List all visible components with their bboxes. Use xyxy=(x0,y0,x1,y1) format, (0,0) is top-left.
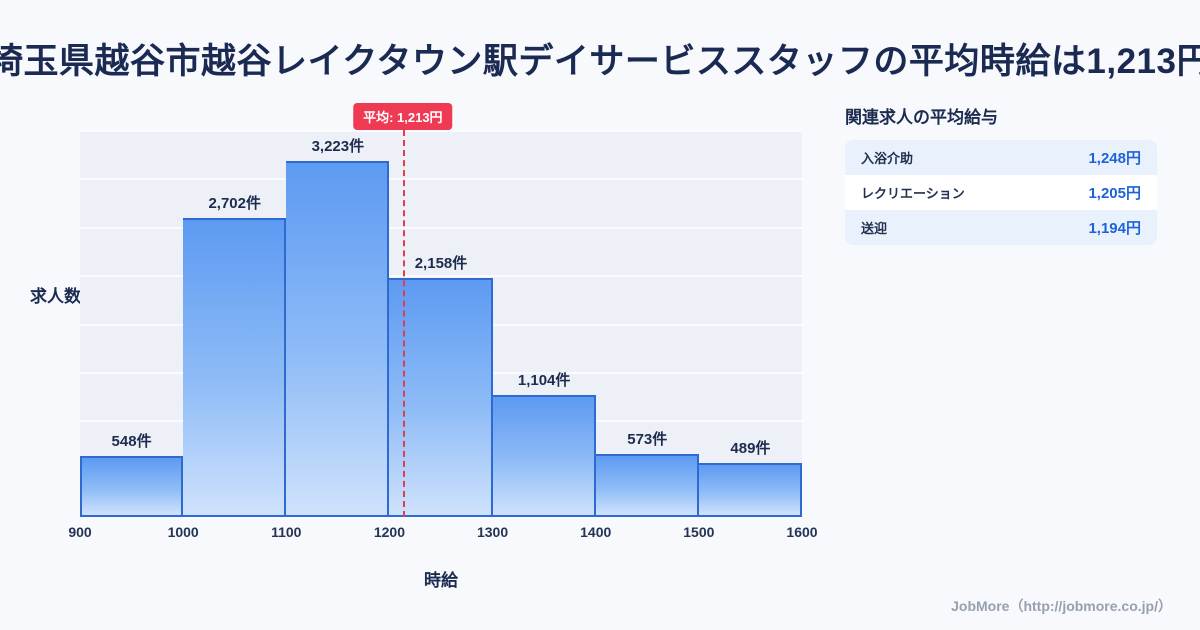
gridline xyxy=(80,178,802,181)
bar-slot: 548件 xyxy=(80,130,184,517)
x-tick-label: 900 xyxy=(68,524,92,540)
bar-value-label: 548件 xyxy=(111,433,152,451)
bars: 548件 2,702件 3,223件 2,158件 1,104件 573件 489件 xyxy=(80,130,802,517)
page-title: 埼玉県越谷市越谷レイクタウン駅デイサービススタッフの平均時給は1,213円 xyxy=(0,42,1200,81)
bar-slot: 1,104件 xyxy=(492,130,596,517)
bar-slot: 573件 xyxy=(595,130,699,517)
bar-value-label: 573件 xyxy=(627,430,668,448)
y-axis-label: 求人数 xyxy=(30,287,81,306)
related-row: レクリエーション 1,205円 xyxy=(845,175,1157,210)
bar xyxy=(389,278,493,517)
bar xyxy=(595,453,699,517)
average-line xyxy=(402,130,405,517)
average-badge: 平均: 1,213円 xyxy=(353,103,453,130)
bar xyxy=(698,462,802,517)
bar-value-label: 489件 xyxy=(730,439,771,457)
related-row-label: レクリエーション xyxy=(861,186,965,201)
x-tick-label: 1300 xyxy=(476,524,509,540)
related-row: 入浴介助 1,248円 xyxy=(845,140,1157,175)
bar-value-label: 1,104件 xyxy=(517,371,571,389)
related-row: 送迎 1,194円 xyxy=(845,210,1157,245)
bar-value-label: 2,158件 xyxy=(414,255,468,273)
related-row-value: 1,248円 xyxy=(1088,150,1141,167)
plot-area: 548件 2,702件 3,223件 2,158件 1,104件 573件 489件 平均:… xyxy=(80,103,802,519)
x-tick-label: 1500 xyxy=(683,524,715,540)
x-axis-ticks: 900 1000 1100 1200 1300 1400 1500 1600 xyxy=(68,524,817,544)
gridline xyxy=(80,130,802,132)
x-tick-label: 1000 xyxy=(167,524,199,540)
related-panel-heading: 関連求人の平均給与 xyxy=(845,108,998,127)
bar-slot: 2,702件 xyxy=(183,130,287,517)
bar xyxy=(183,218,287,517)
x-tick-label: 1200 xyxy=(373,524,405,540)
gridline xyxy=(80,275,802,278)
related-row-value: 1,194円 xyxy=(1088,220,1141,237)
related-row-label: 入浴介助 xyxy=(861,151,914,166)
x-tick-label: 1400 xyxy=(580,524,612,540)
related-card: 入浴介助 1,248円レクリエーション 1,205円送迎 1,194円 xyxy=(845,140,1157,245)
bar-slot: 489件 xyxy=(698,130,802,517)
related-row-label: 送迎 xyxy=(861,221,888,236)
x-tick-label: 1100 xyxy=(271,524,302,540)
x-axis-label: 時給 xyxy=(424,571,458,590)
bar-value-label: 3,223件 xyxy=(311,137,365,155)
bar xyxy=(80,456,184,517)
bar xyxy=(286,160,390,517)
bar xyxy=(492,394,596,517)
gridline xyxy=(80,226,802,229)
related-row-value: 1,205円 xyxy=(1088,185,1141,202)
bar-slot: 3,223件 xyxy=(286,130,390,517)
footer-credit: JobMore（http://jobmore.co.jp/） xyxy=(951,598,1172,614)
gridline xyxy=(80,517,802,519)
x-tick-label: 1600 xyxy=(786,524,818,540)
bar-slot: 2,158件 xyxy=(389,130,493,517)
bar-value-label: 2,702件 xyxy=(208,195,261,213)
